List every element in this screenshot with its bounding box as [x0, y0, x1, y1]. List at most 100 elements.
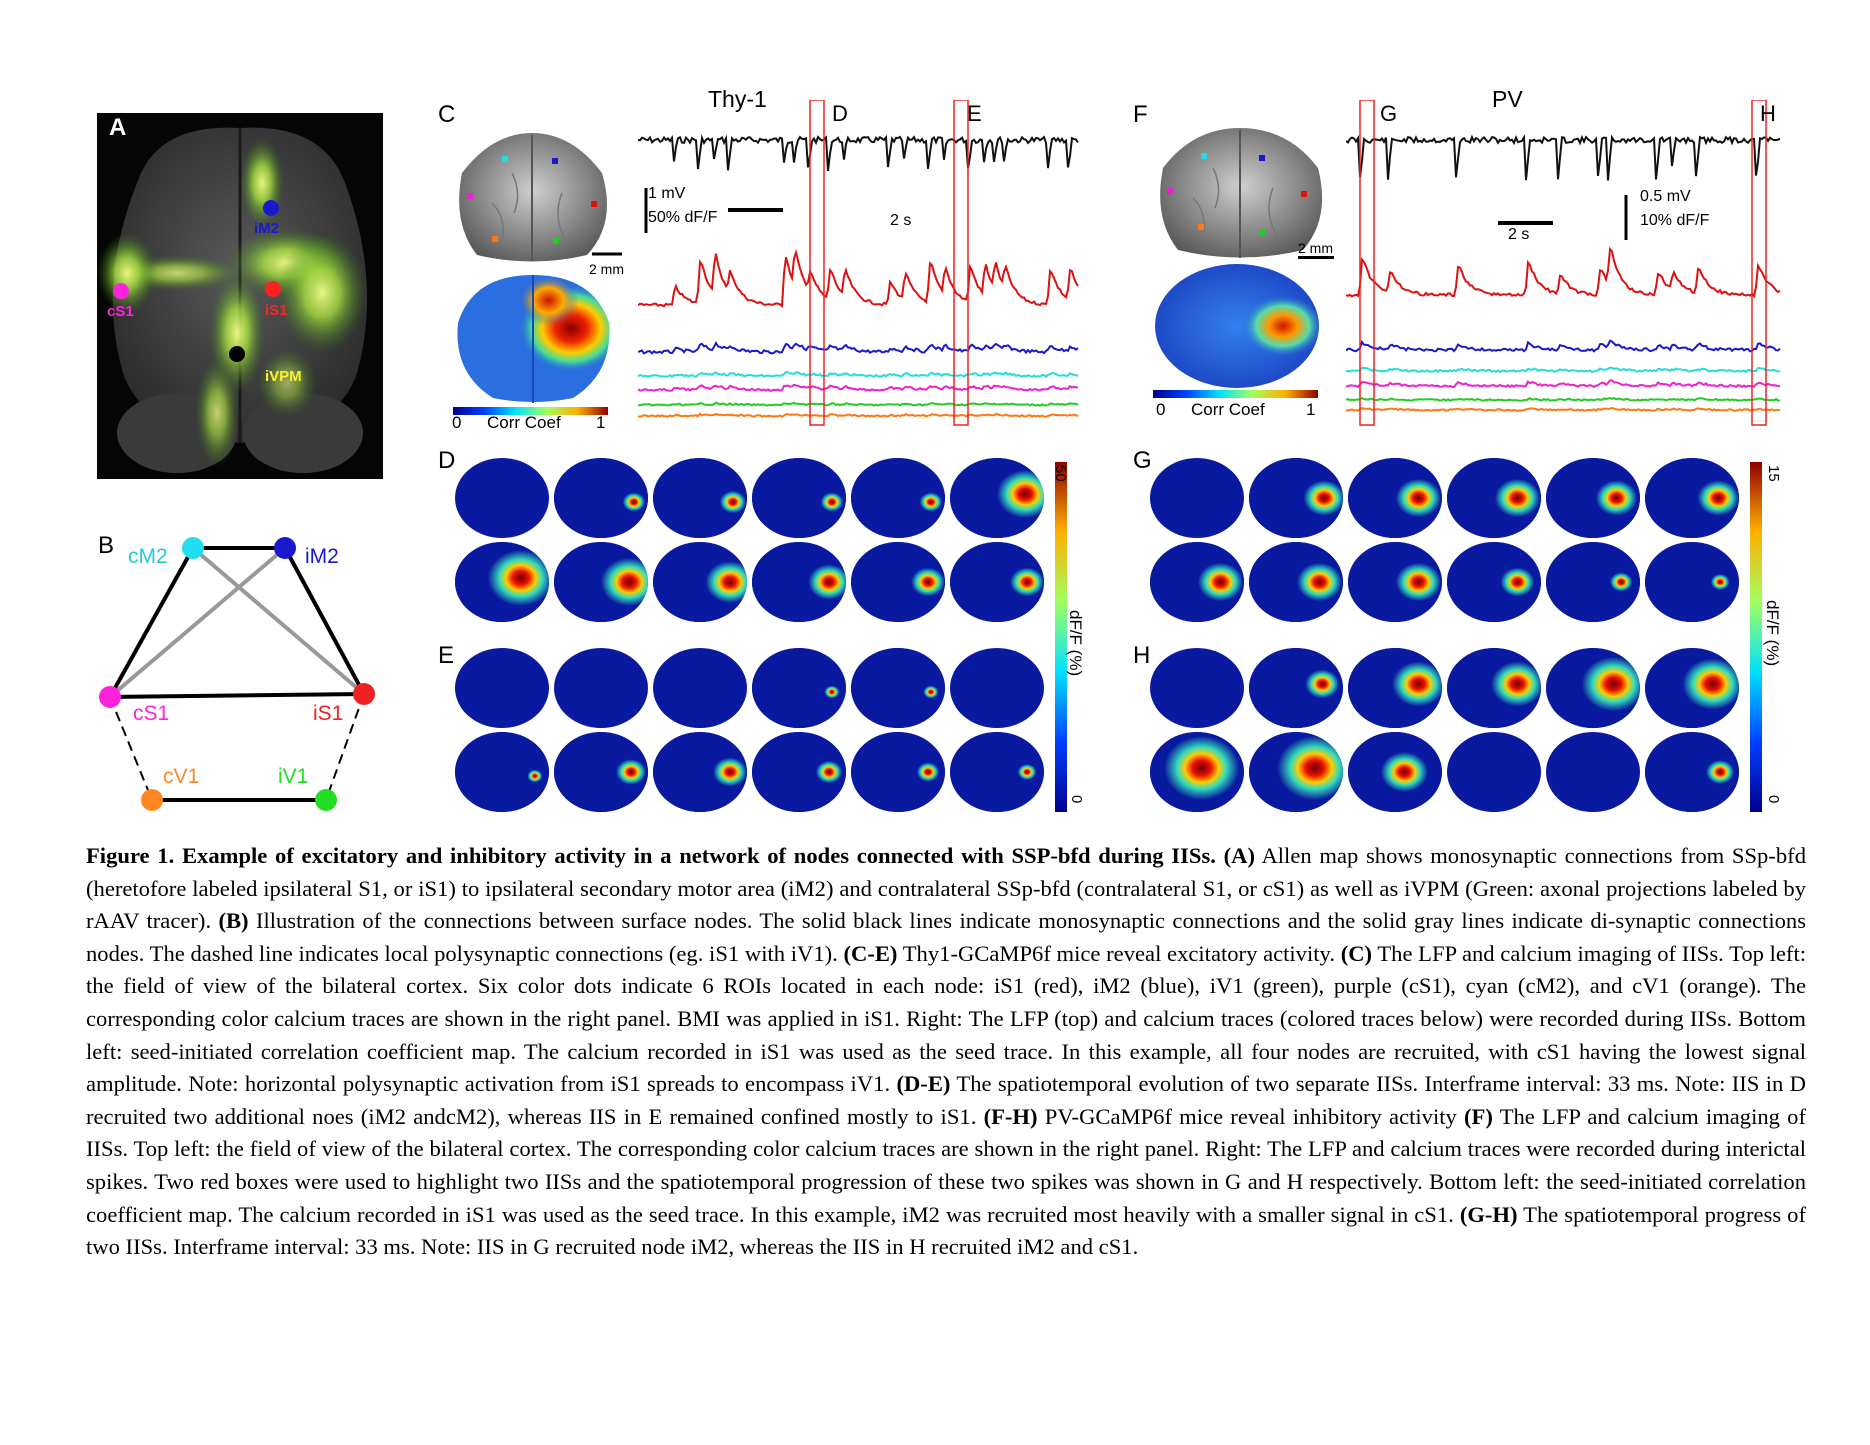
lfp-trace — [638, 134, 1079, 172]
calcium-trace-2 — [1346, 366, 1781, 374]
caption-bold-3: (C) — [1340, 940, 1373, 966]
panel-c-traces — [638, 100, 1079, 426]
panel-f-scale-time: 2 s — [1508, 226, 1530, 243]
panel-c-corr-max: 1 — [596, 413, 606, 432]
panel-f-corr-min: 0 — [1156, 400, 1166, 419]
montage-frame — [1447, 458, 1541, 538]
montage-frame — [653, 648, 747, 728]
panel-b-label: B — [98, 532, 115, 559]
calcium-trace-2 — [638, 370, 1079, 379]
calcium-trace-5 — [638, 412, 1079, 418]
montage-frame — [1447, 732, 1541, 812]
calcium-trace-4 — [1346, 396, 1781, 402]
label-cm2: cM2 — [128, 545, 168, 568]
colorbar-left-label: dF/F (%) — [1066, 610, 1085, 677]
caption-bold-7: (G-H) — [1459, 1201, 1518, 1227]
montage-frame — [752, 458, 846, 538]
node-label-ivpm: iVPM — [265, 368, 302, 385]
mono-line-cs1-is1 — [109, 692, 365, 699]
box-label-e: E — [967, 101, 982, 126]
montage-frame — [950, 732, 1044, 812]
montage-frame — [554, 542, 648, 622]
node-is1 — [353, 683, 375, 705]
colorbar-right-max: 15 — [1765, 465, 1782, 482]
panel-f-traces — [1346, 100, 1781, 426]
disynaptic-line-im2-cs1 — [108, 546, 287, 699]
montage-frame — [1249, 648, 1343, 728]
montage-frame — [554, 648, 648, 728]
panel-c-fov — [459, 133, 622, 262]
montage-frame — [1348, 458, 1442, 538]
panel-f-mm-bar — [1298, 256, 1334, 259]
poly-line-cs1-cv1 — [109, 696, 153, 801]
node-cs1 — [99, 686, 121, 708]
montage-frame — [1150, 458, 1244, 538]
montage-g-h — [1150, 458, 1739, 812]
node-iv1 — [315, 789, 337, 811]
panel-b-network-diagram — [99, 537, 375, 811]
panel-f-corr-max: 1 — [1306, 400, 1316, 419]
caption-bold-6: (F) — [1464, 1103, 1493, 1129]
montage-frame — [1447, 648, 1541, 728]
calcium-trace-0 — [1346, 246, 1781, 299]
montage-frame — [1150, 542, 1244, 622]
caption-bold-1: (B) — [218, 908, 249, 934]
panel-c-scale-mm: 2 mm — [589, 261, 624, 277]
caption-text-4: The spatiotemporal evolution of two sepa… — [86, 1071, 1806, 1129]
montage-frame — [554, 732, 648, 812]
panel-c-scale-time: 2 s — [890, 212, 912, 229]
montage-frame — [950, 542, 1044, 622]
panel-c-corr-label: Corr Coef — [487, 413, 561, 432]
panel-f-scale-dff: 10% dF/F — [1640, 212, 1710, 229]
node-label-cs1: cS1 — [107, 303, 134, 320]
mono-line-cm2-cs1 — [108, 547, 195, 698]
montage-frame — [1249, 732, 1343, 812]
montage-frame — [455, 732, 549, 812]
node-label-is1: iS1 — [265, 302, 288, 319]
montage-frame — [653, 732, 747, 812]
panel-c-corr-map — [457, 275, 610, 403]
panel-h-label: H — [1133, 642, 1151, 669]
box-label-h: H — [1760, 101, 1776, 126]
highlight-box-1 — [953, 100, 969, 426]
calcium-trace-1 — [638, 340, 1079, 355]
montage-frame — [1150, 648, 1244, 728]
montage-frame — [1249, 542, 1343, 622]
panel-f-corr-colorbar — [1153, 390, 1318, 398]
highlight-box-0 — [1359, 100, 1375, 426]
colorbar-left — [1055, 462, 1067, 812]
montage-frame — [1546, 648, 1640, 728]
label-is1: iS1 — [313, 702, 344, 725]
montage-frame — [1447, 542, 1541, 622]
montage-frame — [1645, 458, 1739, 538]
montage-frame — [1348, 542, 1442, 622]
panel-c-corr-min: 0 — [452, 413, 462, 432]
calcium-trace-3 — [638, 383, 1079, 392]
label-cv1: cV1 — [163, 765, 200, 788]
montage-frame — [950, 458, 1044, 538]
disynaptic-line-cm2-is1 — [191, 546, 366, 696]
caption-text-0: Allen map shows monosynaptic connections… — [86, 843, 1806, 934]
panel-c-scale-dff: 50% dF/F — [648, 209, 718, 226]
panel-a-label: A — [109, 114, 127, 141]
montage-frame — [950, 648, 1044, 728]
node-im2 — [274, 537, 296, 559]
montage-frame — [851, 458, 945, 538]
montage-frame — [1645, 542, 1739, 622]
montage-frame — [653, 542, 747, 622]
montage-frame — [1546, 542, 1640, 622]
label-im2: iM2 — [305, 545, 339, 568]
box-label-d: D — [832, 101, 848, 126]
mono-line-im2-is1 — [283, 547, 366, 695]
label-iv1: iV1 — [278, 765, 309, 788]
panel-c-scale-mv: 1 mV — [648, 185, 686, 202]
node-cm2 — [182, 537, 204, 559]
montage-frame — [851, 648, 945, 728]
colorbar-left-max: 50 — [1052, 465, 1069, 482]
calcium-trace-0 — [638, 249, 1079, 309]
caption-text-7: The spatiotemporal progress of two IISs.… — [86, 1201, 1806, 1260]
montage-frame — [1546, 458, 1640, 538]
montage-frame — [455, 648, 549, 728]
calcium-trace-4 — [638, 401, 1079, 407]
montage-frame — [752, 732, 846, 812]
